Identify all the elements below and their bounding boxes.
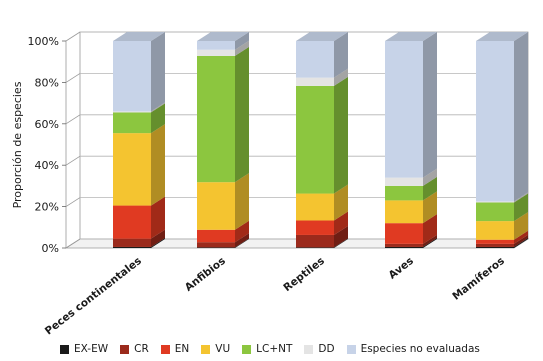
bar-segment-especies-no-evaluadas — [476, 32, 528, 202]
bar-segment-en — [197, 220, 249, 243]
bar-segment-lc-nt — [385, 176, 437, 201]
legend-swatch — [120, 344, 130, 354]
legend-item: LC+NT — [242, 343, 292, 355]
y-tick-label: 80% — [35, 76, 59, 89]
x-category-label: Peces continentales — [43, 255, 144, 338]
y-tick-label: 20% — [35, 201, 59, 214]
x-category-label: Mamíferos — [450, 255, 507, 303]
legend-swatch — [346, 344, 356, 354]
bar-segment-en — [113, 196, 165, 239]
legend-item: Especies no evaluadas — [346, 343, 480, 355]
bar-segment-dd — [296, 68, 348, 86]
x-category-label: Reptiles — [281, 255, 326, 294]
gridline-diagonal — [65, 197, 81, 207]
bar-segment-vu — [296, 184, 348, 221]
bar-segment-en — [385, 214, 437, 244]
y-tick-label: 60% — [35, 118, 59, 131]
y-axis-label: Proporción de especies — [11, 81, 24, 208]
x-category-label: Aves — [386, 255, 415, 282]
bar-segment-especies-no-evaluadas — [385, 32, 437, 178]
y-tick-label: 100% — [28, 35, 59, 48]
legend-label: EX-EW — [74, 343, 109, 355]
legend-item: VU — [201, 343, 230, 355]
bar-segment-vu — [385, 191, 437, 224]
legend-label: DD — [318, 343, 335, 355]
bar-segment-dd — [197, 40, 249, 56]
bar-segment-dd — [385, 168, 437, 186]
y-tick-label: 0% — [42, 242, 59, 255]
bar-segment-ex-ew — [476, 237, 528, 248]
gridline-diagonal — [65, 73, 81, 83]
bar-segment-ex-ew — [197, 238, 249, 248]
bar-segment-en — [476, 230, 528, 244]
legend-swatch — [201, 344, 211, 354]
gridline-diagonal — [65, 114, 81, 125]
bar-segment-dd — [476, 192, 528, 203]
legend-swatch — [160, 344, 170, 354]
legend-label: VU — [215, 343, 231, 355]
bar-segment-en — [296, 211, 348, 235]
bar-segment-vu — [476, 212, 528, 240]
bar-segment-cr — [113, 229, 165, 247]
bar-segment-ex-ew — [385, 237, 437, 248]
legend-label: EN — [174, 343, 190, 355]
legend: EX-EW CR EN VU LC+NT DD Especies no evaluadas — [60, 341, 492, 357]
bar-segment-vu — [197, 173, 249, 230]
bar-segment-especies-no-evaluadas — [197, 32, 249, 50]
bar-segment-lc-nt — [476, 193, 528, 222]
x-category-label: Anfibios — [183, 255, 228, 294]
bar-segment-especies-no-evaluadas — [113, 32, 165, 112]
bar-segment-lc-nt — [113, 103, 165, 134]
bar-segment-lc-nt — [197, 46, 249, 183]
bar-segment-cr — [197, 233, 249, 248]
gridline-diagonal — [65, 31, 81, 42]
bar-segment-cr — [476, 234, 528, 247]
bar-segment-cr — [385, 234, 437, 247]
bar-segment-vu — [113, 124, 165, 206]
bar-segment-ex-ew — [113, 237, 165, 248]
legend-swatch — [304, 344, 314, 354]
gridline-diagonal — [65, 155, 81, 166]
bar-segment-especies-no-evaluadas — [296, 32, 348, 78]
legend-label: CR — [134, 343, 149, 355]
legend-item: EN — [160, 343, 190, 355]
legend-label: Especies no evaluadas — [360, 343, 480, 355]
gridline-diagonal — [65, 238, 81, 249]
legend-item: EX-EW — [60, 343, 108, 355]
bar-segment-lc-nt — [296, 76, 348, 194]
legend-swatch — [242, 344, 252, 354]
legend-swatch — [60, 344, 69, 354]
bar-segment-cr — [296, 225, 348, 248]
y-tick-label: 40% — [35, 159, 59, 172]
legend-item: DD — [304, 343, 335, 355]
legend-item: CR — [120, 343, 149, 355]
bar-segment-ex-ew — [296, 238, 348, 248]
bar-segment-dd — [113, 102, 165, 113]
legend-label: LC+NT — [256, 343, 293, 355]
